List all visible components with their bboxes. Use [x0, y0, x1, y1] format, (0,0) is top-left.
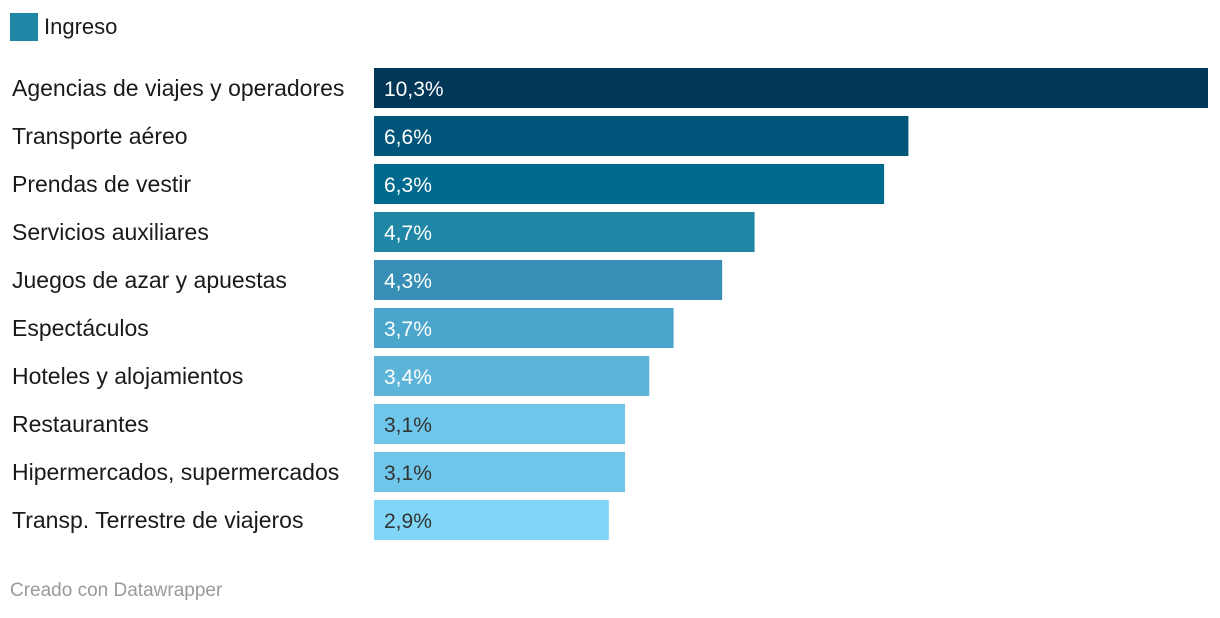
- value-label: 3,4%: [384, 366, 432, 389]
- bar: [374, 500, 609, 540]
- category-label: Transp. Terrestre de viajeros: [12, 507, 303, 533]
- value-label: 2,9%: [384, 510, 432, 533]
- bar: [374, 164, 885, 204]
- bar: [374, 356, 650, 396]
- category-label: Hoteles y alojamientos: [12, 363, 243, 389]
- value-label: 3,1%: [384, 414, 432, 437]
- category-label: Espectáculos: [12, 315, 149, 341]
- bar: [374, 452, 626, 492]
- bar: [374, 212, 755, 252]
- category-label: Agencias de viajes y operadores: [12, 75, 344, 101]
- category-label: Prendas de vestir: [12, 171, 191, 197]
- value-label: 3,7%: [384, 318, 432, 341]
- value-label: 6,6%: [384, 126, 432, 149]
- credit-text: Creado con Datawrapper: [10, 580, 223, 601]
- value-label: 10,3%: [384, 78, 444, 101]
- bar: [374, 116, 909, 156]
- bar: [374, 404, 626, 444]
- legend-swatch: [10, 13, 38, 41]
- category-label: Transporte aéreo: [12, 123, 188, 149]
- value-label: 6,3%: [384, 174, 432, 197]
- category-label: Servicios auxiliares: [12, 219, 209, 245]
- value-label: 4,3%: [384, 270, 432, 293]
- category-label: Hipermercados, supermercados: [12, 459, 339, 485]
- category-label: Juegos de azar y apuestas: [12, 267, 287, 293]
- value-label: 4,7%: [384, 222, 432, 245]
- legend-label: Ingreso: [44, 14, 118, 39]
- category-label: Restaurantes: [12, 411, 149, 437]
- legend: Ingreso: [10, 12, 117, 42]
- value-label: 3,1%: [384, 462, 432, 485]
- bar: [374, 260, 723, 300]
- bar: [374, 68, 1208, 108]
- bar: [374, 308, 674, 348]
